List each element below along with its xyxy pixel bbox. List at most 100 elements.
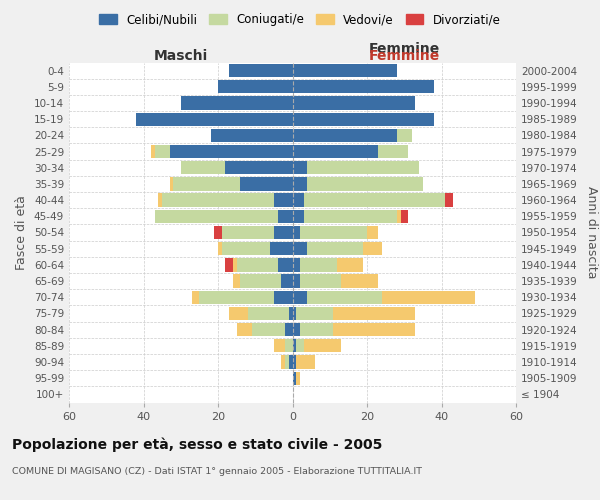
Bar [293,194,304,207]
Bar [445,194,452,207]
Bar [155,145,170,158]
Bar [304,194,445,207]
Bar [226,258,233,272]
Text: Femmine: Femmine [368,42,440,56]
Bar [173,178,241,190]
Bar [293,112,434,126]
Bar [199,290,274,304]
Bar [151,145,155,158]
Bar [296,307,334,320]
Bar [293,210,304,223]
Bar [170,145,293,158]
Bar [341,274,378,287]
Text: COMUNE DI MAGISANO (CZ) - Dati ISTAT 1° gennaio 2005 - Elaborazione TUTTITALIA.I: COMUNE DI MAGISANO (CZ) - Dati ISTAT 1° … [12,468,422,476]
Bar [274,290,293,304]
Bar [293,226,300,239]
Bar [300,323,334,336]
Bar [300,274,341,287]
Bar [285,323,293,336]
Bar [293,290,307,304]
Bar [270,242,293,256]
Bar [397,128,412,142]
Bar [281,356,285,368]
Bar [211,128,293,142]
Bar [229,307,248,320]
Bar [293,372,296,385]
Bar [289,307,293,320]
Bar [192,290,199,304]
Bar [293,178,307,190]
Bar [293,242,307,256]
Bar [285,339,293,352]
Bar [233,274,241,287]
Bar [241,178,293,190]
Bar [248,307,289,320]
Bar [293,258,300,272]
Legend: Celibi/Nubili, Coniugati/e, Vedovi/e, Divorziati/e: Celibi/Nubili, Coniugati/e, Vedovi/e, Di… [95,8,505,31]
Bar [170,178,173,190]
Bar [289,356,293,368]
Text: Femmine: Femmine [368,48,440,62]
Bar [397,210,401,223]
Bar [293,339,296,352]
Bar [296,339,304,352]
Bar [293,307,296,320]
Bar [281,274,293,287]
Bar [278,210,293,223]
Bar [304,210,397,223]
Bar [363,242,382,256]
Bar [296,372,300,385]
Bar [293,96,415,110]
Bar [236,323,251,336]
Bar [293,356,296,368]
Bar [307,290,382,304]
Bar [293,145,378,158]
Bar [367,226,378,239]
Bar [334,323,415,336]
Bar [307,242,363,256]
Bar [274,194,293,207]
Bar [251,323,285,336]
Bar [307,178,423,190]
Bar [222,226,274,239]
Bar [181,161,226,174]
Bar [293,323,300,336]
Bar [401,210,408,223]
Bar [300,226,367,239]
Bar [181,96,293,110]
Bar [293,128,397,142]
Bar [382,290,475,304]
Bar [136,112,293,126]
Bar [293,161,307,174]
Text: Popolazione per età, sesso e stato civile - 2005: Popolazione per età, sesso e stato civil… [12,438,382,452]
Y-axis label: Anni di nascita: Anni di nascita [584,186,598,279]
Bar [304,339,341,352]
Bar [218,80,293,94]
Bar [274,339,285,352]
Bar [307,161,419,174]
Bar [296,356,315,368]
Bar [293,274,300,287]
Bar [300,258,337,272]
Text: Maschi: Maschi [154,48,208,62]
Bar [274,226,293,239]
Bar [236,258,278,272]
Bar [229,64,293,77]
Bar [214,226,222,239]
Bar [226,161,293,174]
Bar [293,80,434,94]
Bar [285,356,289,368]
Bar [222,242,270,256]
Bar [158,194,162,207]
Bar [293,64,397,77]
Bar [337,258,363,272]
Y-axis label: Fasce di età: Fasce di età [16,195,28,270]
Bar [278,258,293,272]
Bar [155,210,278,223]
Bar [241,274,281,287]
Bar [218,242,222,256]
Bar [162,194,274,207]
Bar [378,145,408,158]
Bar [334,307,415,320]
Bar [233,258,236,272]
